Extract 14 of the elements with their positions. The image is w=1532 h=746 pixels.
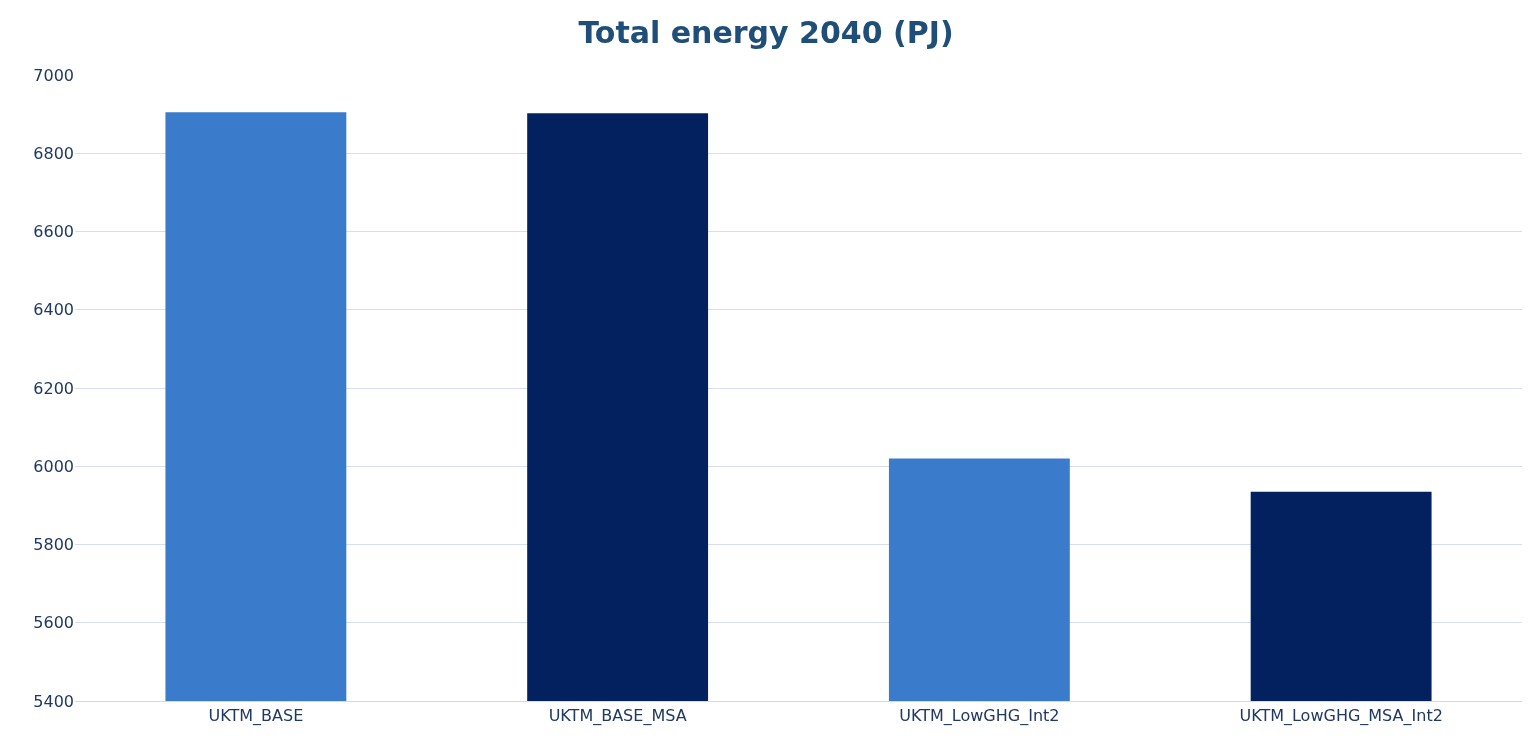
y-tick-label: 5800 xyxy=(33,535,74,555)
y-tick-label: 6800 xyxy=(33,143,74,163)
y-tick-label: 6000 xyxy=(33,456,74,476)
y-tick-label: 6600 xyxy=(33,222,74,242)
y-tick-label: 7000 xyxy=(33,65,74,85)
x-tick-label: UKTM_BASE_MSA xyxy=(548,706,687,727)
x-tick-label: UKTM_LowGHG_Int2 xyxy=(899,706,1060,727)
x-tick-label: UKTM_LowGHG_MSA_Int2 xyxy=(1239,706,1443,727)
y-tick-label: 5600 xyxy=(33,613,74,633)
x-tick-label: UKTM_BASE xyxy=(208,706,304,727)
y-tick-label: 5400 xyxy=(33,691,74,711)
chart-title: Total energy 2040 (PJ) xyxy=(578,15,954,51)
y-tick-label: 6200 xyxy=(33,378,74,398)
y-tick-label: 6400 xyxy=(33,300,74,320)
